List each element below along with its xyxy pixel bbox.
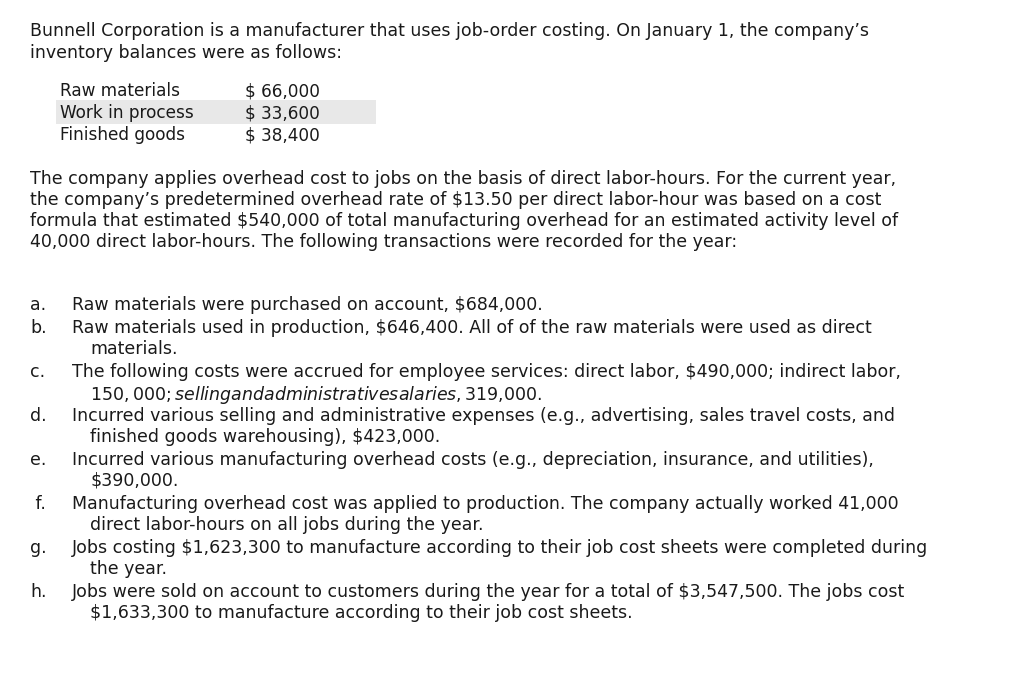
Text: a.: a. xyxy=(30,296,46,314)
Text: the year.: the year. xyxy=(90,560,167,578)
FancyBboxPatch shape xyxy=(56,100,376,124)
Text: The following costs were accrued for employee services: direct labor, $490,000; : The following costs were accrued for emp… xyxy=(72,363,901,381)
Text: Bunnell Corporation is a manufacturer that uses job-order costing. On January 1,: Bunnell Corporation is a manufacturer th… xyxy=(30,22,869,40)
Text: materials.: materials. xyxy=(90,340,177,358)
Text: inventory balances were as follows:: inventory balances were as follows: xyxy=(30,44,342,62)
Text: $ 66,000: $ 66,000 xyxy=(245,82,319,100)
Text: Raw materials used in production, $646,400. All of of the raw materials were use: Raw materials used in production, $646,4… xyxy=(72,319,871,337)
Text: b.: b. xyxy=(30,319,47,337)
Text: $ 33,600: $ 33,600 xyxy=(245,104,319,122)
Text: The company applies overhead cost to jobs on the basis of direct labor-hours. Fo: The company applies overhead cost to job… xyxy=(30,170,896,188)
Text: the company’s predetermined overhead rate of $13.50 per direct labor-hour was ba: the company’s predetermined overhead rat… xyxy=(30,191,882,209)
Text: 40,000 direct labor-hours. The following transactions were recorded for the year: 40,000 direct labor-hours. The following… xyxy=(30,233,737,251)
Text: Incurred various manufacturing overhead costs (e.g., depreciation, insurance, an: Incurred various manufacturing overhead … xyxy=(72,451,873,469)
Text: Finished goods: Finished goods xyxy=(60,126,196,144)
Text: c.: c. xyxy=(30,363,45,381)
Text: Incurred various selling and administrative expenses (e.g., advertising, sales t: Incurred various selling and administrat… xyxy=(72,407,895,425)
Text: Jobs were sold on account to customers during the year for a total of $3,547,500: Jobs were sold on account to customers d… xyxy=(72,583,905,601)
Text: e.: e. xyxy=(30,451,46,469)
Text: Work in process: Work in process xyxy=(60,104,199,122)
Text: direct labor-hours on all jobs during the year.: direct labor-hours on all jobs during th… xyxy=(90,516,483,534)
Text: d.: d. xyxy=(30,407,47,425)
Text: Raw materials: Raw materials xyxy=(60,82,197,100)
Text: $ 38,400: $ 38,400 xyxy=(245,126,319,144)
Text: $150,000; selling and administrative salaries, $319,000.: $150,000; selling and administrative sal… xyxy=(90,384,543,406)
Text: f.: f. xyxy=(30,495,46,513)
Text: formula that estimated $540,000 of total manufacturing overhead for an estimated: formula that estimated $540,000 of total… xyxy=(30,212,898,230)
Text: finished goods warehousing), $423,000.: finished goods warehousing), $423,000. xyxy=(90,428,440,446)
Text: g.: g. xyxy=(30,539,47,557)
Text: Jobs costing $1,623,300 to manufacture according to their job cost sheets were c: Jobs costing $1,623,300 to manufacture a… xyxy=(72,539,928,557)
Text: $390,000.: $390,000. xyxy=(90,472,178,490)
Text: $1,633,300 to manufacture according to their job cost sheets.: $1,633,300 to manufacture according to t… xyxy=(90,604,633,622)
Text: h.: h. xyxy=(30,583,46,601)
Text: Manufacturing overhead cost was applied to production. The company actually work: Manufacturing overhead cost was applied … xyxy=(72,495,899,513)
Text: Raw materials were purchased on account, $684,000.: Raw materials were purchased on account,… xyxy=(72,296,543,314)
